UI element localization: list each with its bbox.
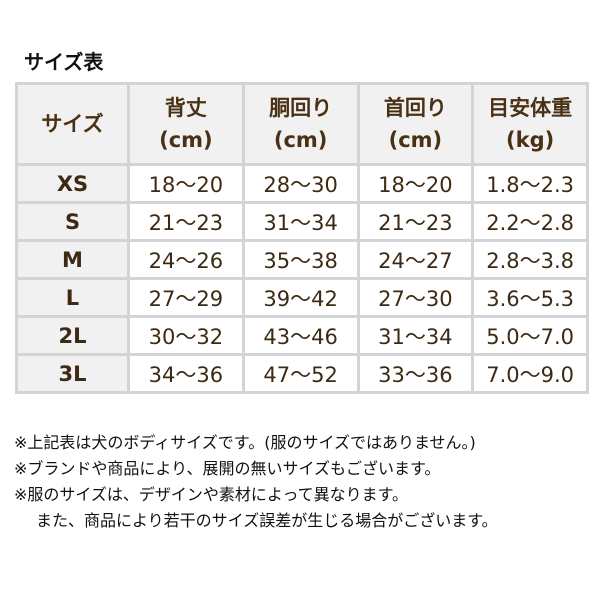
header-unit: (cm) <box>159 128 213 152</box>
table-row: M 24〜26 35〜38 24〜27 2.8〜3.8 <box>15 239 589 280</box>
table-cell: 2.8〜3.8 <box>471 239 589 280</box>
header-label: サイズ <box>41 112 104 136</box>
table-row: L 27〜29 39〜42 27〜30 3.6〜5.3 <box>15 277 589 318</box>
note: ※服のサイズは、デザインや素材によって異なります。 <box>14 485 409 504</box>
table-cell: 3.6〜5.3 <box>471 277 589 318</box>
table-cell: 31〜34 <box>241 201 360 242</box>
page-title: サイズ表 <box>24 50 104 74</box>
table-cell: 21〜23 <box>356 201 475 242</box>
header-label: 首回り <box>383 96 447 120</box>
size-label: S <box>15 201 130 242</box>
header-label: 目安体重 <box>488 96 573 120</box>
table-cell: 18〜20 <box>127 163 245 204</box>
table-cell: 43〜46 <box>241 315 360 356</box>
size-label: L <box>15 277 130 318</box>
header-label: 胴回り <box>269 96 333 120</box>
table-cell: 24〜26 <box>127 239 245 280</box>
header-weight: 目安体重 (kg) <box>471 82 589 166</box>
table-row: S 21〜23 31〜34 21〜23 2.2〜2.8 <box>15 201 589 242</box>
table-cell: 2.2〜2.8 <box>471 201 589 242</box>
notes: ※上記表は犬のボディサイズです。(服のサイズではありません。) ※ブランドや商品… <box>14 430 498 534</box>
header-chest: 胴回り (cm) <box>241 82 360 166</box>
table-row: XS 18〜20 28〜30 18〜20 1.8〜2.3 <box>15 163 589 204</box>
table-cell: 34〜36 <box>127 353 245 394</box>
table-cell: 18〜20 <box>356 163 475 204</box>
size-label: 3L <box>15 353 130 394</box>
table-header-row: サイズ 背丈 (cm) 胴回り (cm) 首回り (cm) 目安体重 (kg) <box>15 82 589 166</box>
header-unit: (cm) <box>388 128 443 152</box>
table-cell: 1.8〜2.3 <box>471 163 589 204</box>
note: ※上記表は犬のボディサイズです。(服のサイズではありません。) <box>14 433 476 452</box>
table-cell: 5.0〜7.0 <box>471 315 589 356</box>
size-label: 2L <box>15 315 130 356</box>
size-table: サイズ 背丈 (cm) 胴回り (cm) 首回り (cm) 目安体重 (kg) XS 18… <box>15 82 589 394</box>
header-neck: 首回り (cm) <box>356 82 475 166</box>
table-row: 3L 34〜36 47〜52 33〜36 7.0〜9.0 <box>15 353 589 394</box>
table-cell: 30〜32 <box>127 315 245 356</box>
table-cell: 39〜42 <box>241 277 360 318</box>
table-cell: 7.0〜9.0 <box>471 353 589 394</box>
header-unit: (cm) <box>273 128 328 152</box>
size-label: XS <box>15 163 130 204</box>
table-cell: 47〜52 <box>241 353 360 394</box>
header-label: 背丈 <box>164 96 207 120</box>
table-cell: 35〜38 <box>241 239 360 280</box>
table-cell: 27〜30 <box>356 277 475 318</box>
note: ※ブランドや商品により、展開の無いサイズもございます。 <box>14 459 441 478</box>
header-back-length: 背丈 (cm) <box>127 82 245 166</box>
table-cell: 31〜34 <box>356 315 475 356</box>
table-cell: 27〜29 <box>127 277 245 318</box>
table-row: 2L 30〜32 43〜46 31〜34 5.0〜7.0 <box>15 315 589 356</box>
table-cell: 28〜30 <box>241 163 360 204</box>
header-size: サイズ <box>15 82 130 166</box>
table-cell: 24〜27 <box>356 239 475 280</box>
note: また、商品により若干のサイズ誤差が生じる場合がございます。 <box>36 511 498 530</box>
size-label: M <box>15 239 130 280</box>
table-cell: 33〜36 <box>356 353 475 394</box>
header-unit: (kg) <box>506 128 555 152</box>
table-cell: 21〜23 <box>127 201 245 242</box>
